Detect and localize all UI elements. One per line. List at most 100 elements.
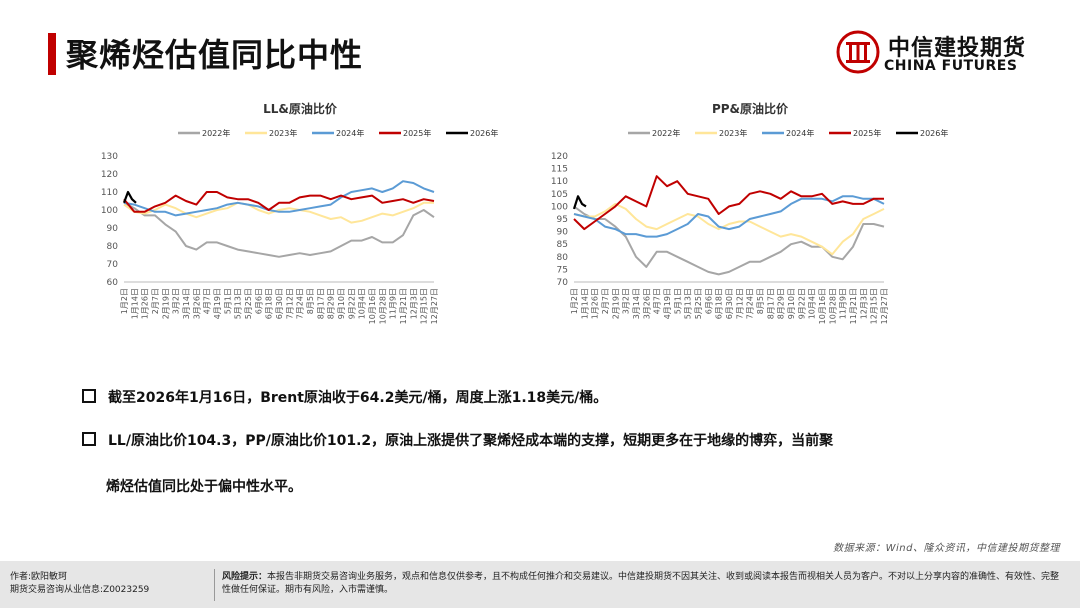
- x-tick-label: 12月15日: [870, 288, 879, 324]
- y-tick-label: 90: [107, 224, 119, 234]
- x-tick-label: 5月1日: [673, 288, 682, 314]
- x-tick-label: 12月3日: [409, 288, 418, 319]
- y-tick-label: 105: [551, 190, 568, 200]
- footer-author-block: 作者:欧阳敏珂 期货交易咨询从业信息:Z0023259: [10, 571, 149, 596]
- x-tick-label: 6月30日: [725, 288, 734, 319]
- x-tick-label: 1月14日: [580, 288, 589, 319]
- y-tick-label: 60: [107, 278, 119, 288]
- data-source-note: 数据来源：Wind、隆众资讯，中信建投期货整理: [833, 543, 1060, 554]
- x-tick-label: 1月2日: [120, 288, 129, 314]
- series-line-2023年: [123, 201, 434, 224]
- series-line-2026年: [122, 190, 137, 204]
- x-tick-label: 10月4日: [808, 288, 817, 319]
- legend-item: 2023年: [245, 128, 297, 138]
- x-tick-label: 7月24日: [746, 288, 755, 319]
- x-tick-label: 1月26日: [591, 288, 600, 319]
- x-tick-label: 5月13日: [684, 288, 693, 319]
- footer-divider: [214, 569, 215, 601]
- x-tick-label: 12月27日: [430, 288, 439, 324]
- license-number: 期货交易咨询从业信息:Z0023259: [10, 584, 150, 595]
- x-tick-label: 2月19日: [161, 288, 170, 319]
- x-tick-label: 2月7日: [151, 288, 160, 314]
- page-title: 聚烯烃估值同比中性: [66, 36, 364, 74]
- x-tick-label: 3月26日: [192, 288, 201, 319]
- x-tick-label: 1月26日: [141, 288, 150, 319]
- ll-chart-svg: 2022年 2023年 2024年 2025年 2026年 130 120 110 100 90 8…: [101, 128, 499, 324]
- legend-item: 2024年: [762, 128, 814, 138]
- legend-label: 2026年: [920, 128, 948, 138]
- series-line-2022年: [123, 201, 435, 258]
- x-tick-label: 10月4日: [358, 288, 367, 319]
- x-tick-label: 4月7日: [203, 288, 212, 314]
- x-tick-label: 6月18日: [715, 288, 724, 319]
- x-tick-label: 8月17日: [766, 288, 775, 319]
- series-line-2025年: [573, 175, 884, 231]
- pp-chart-svg: 2022年 2023年 2024年 2025年 2026年 120 115 110 105 100…: [551, 128, 949, 324]
- x-tick-label: 3月2日: [172, 288, 181, 314]
- x-tick-label: 3月14日: [632, 288, 641, 319]
- x-tick-label: 10月16日: [818, 288, 827, 324]
- x-tick-label: 4月19日: [213, 288, 222, 319]
- chart-title: PP&原油比价: [711, 102, 789, 116]
- y-tick-label: 85: [557, 240, 568, 250]
- x-tick-label: 8月29日: [777, 288, 786, 319]
- series-line-2024年: [123, 180, 435, 217]
- company-logo-icon: [836, 30, 880, 74]
- y-tick-label: 70: [107, 260, 119, 270]
- y-tick-label: 70: [557, 278, 569, 288]
- x-tick-label: 10月16日: [368, 288, 377, 324]
- x-tick-label: 7月12日: [735, 288, 744, 319]
- bullet-text: LL/原油比价104.3，PP/原油比价101.2，原油上涨提供了聚烯烃成本端的…: [108, 433, 834, 449]
- y-tick-label: 95: [557, 215, 568, 225]
- x-tick-label: 2月19日: [611, 288, 620, 319]
- x-tick-label: 6月6日: [704, 288, 713, 314]
- company-logo: 中信建投期货 CHINA FUTURES: [834, 28, 1034, 78]
- ll-crude-ratio-chart: 2022年 2023年 2024年 2025年 2026年 130 120 110 100 90 8…: [90, 92, 510, 362]
- bullet-ratio-summary: LL/原油比价104.3，PP/原油比价101.2，原油上涨提供了聚烯烃成本端的…: [82, 432, 1022, 450]
- y-tick-label: 120: [551, 152, 568, 162]
- x-tick-label: 3月26日: [642, 288, 651, 319]
- series-line-2024年: [573, 195, 885, 238]
- legend-item: 2023年: [695, 128, 747, 138]
- legend-item: 2026年: [446, 128, 498, 138]
- x-tick-label: 8月5日: [306, 288, 315, 314]
- x-tick-label: 3月2日: [622, 288, 631, 314]
- y-tick-label: 80: [557, 253, 569, 263]
- x-tick-label: 9月10日: [337, 288, 346, 319]
- risk-disclaimer: 风险提示：本报告非期货交易咨询业务服务，观点和信息仅供参考，且不构成任何推介和交…: [222, 571, 1062, 596]
- bullet-text: 截至2026年1月16日，Brent原油收于64.2美元/桶，周度上涨1.18美…: [108, 390, 608, 406]
- logo-chinese-name: 中信建投期货: [888, 36, 1027, 61]
- x-tick-label: 1月2日: [570, 288, 579, 314]
- x-tick-label: 1月14日: [130, 288, 139, 319]
- series-line-2023年: [573, 202, 885, 256]
- risk-label: 风险提示：: [222, 572, 268, 582]
- legend-label: 2023年: [269, 128, 297, 138]
- x-tick-label: 4月19日: [663, 288, 672, 319]
- x-tick-label: 6月18日: [265, 288, 274, 319]
- y-tick-label: 130: [101, 152, 118, 162]
- x-tick-label: 6月6日: [254, 288, 263, 314]
- legend-item: 2026年: [896, 128, 948, 138]
- author-name: 作者:欧阳敏珂: [10, 572, 68, 582]
- x-tick-label: 2月7日: [601, 288, 610, 314]
- pp-crude-ratio-chart: 2022年 2023年 2024年 2025年 2026年 120 115 110 105 100…: [540, 92, 960, 362]
- legend-label: 2024年: [786, 128, 814, 138]
- legend-item: 2025年: [379, 128, 431, 138]
- legend-label: 2026年: [470, 128, 498, 138]
- x-tick-label: 9月22日: [347, 288, 356, 319]
- x-tick-label: 5月1日: [223, 288, 232, 314]
- bullet-crude-price: 截至2026年1月16日，Brent原油收于64.2美元/桶，周度上涨1.18美…: [82, 389, 1022, 407]
- y-tick-label: 90: [557, 228, 569, 238]
- bullet-square-icon: [82, 389, 96, 403]
- footer: 作者:欧阳敏珂 期货交易咨询从业信息:Z0023259 风险提示：本报告非期货交…: [0, 561, 1080, 608]
- x-tick-label: 9月10日: [787, 288, 796, 319]
- series-line-2025年: [123, 191, 435, 213]
- x-tick-label: 5月25日: [244, 288, 253, 319]
- legend-label: 2022年: [652, 128, 680, 138]
- series-line-2022年: [573, 205, 885, 276]
- x-tick-label: 11月21日: [399, 288, 408, 324]
- x-tick-label: 8月29日: [327, 288, 336, 319]
- legend-label: 2022年: [202, 128, 230, 138]
- y-tick-label: 115: [551, 165, 568, 175]
- y-tick-label: 100: [101, 206, 118, 216]
